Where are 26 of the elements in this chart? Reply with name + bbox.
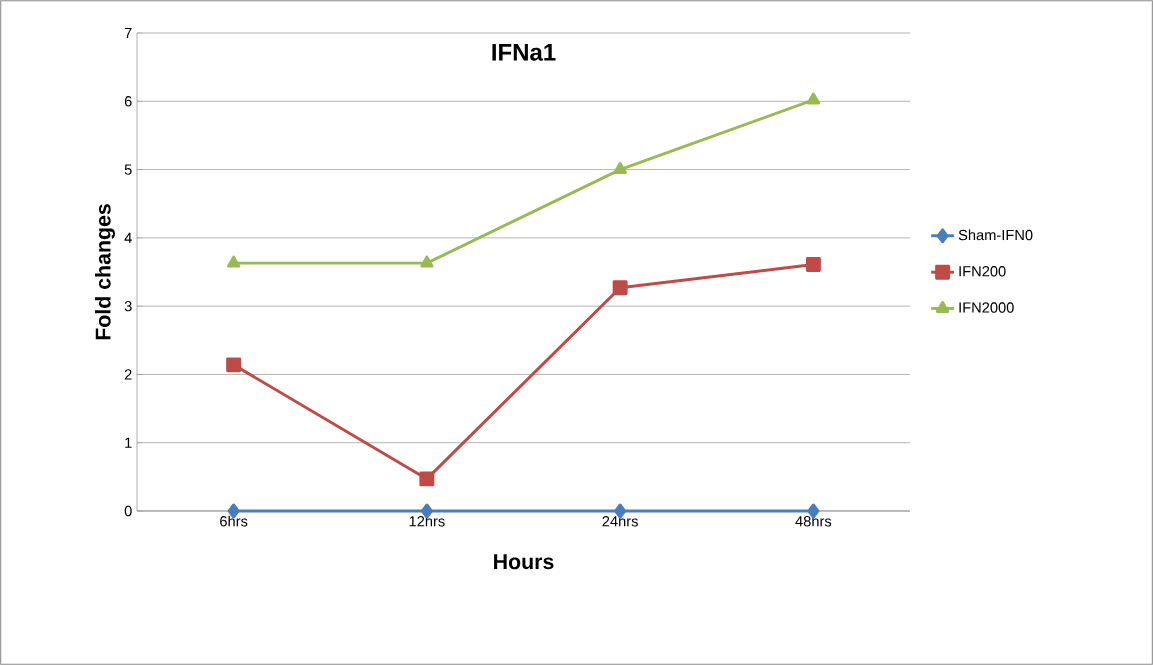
- x-axis-title: Hours: [494, 554, 554, 570]
- point: [226, 357, 242, 373]
- point: [612, 280, 628, 296]
- point: [419, 471, 435, 487]
- chart-title: IFNa1: [492, 44, 556, 61]
- y-tick-label: 5: [124, 164, 132, 175]
- point: [613, 162, 627, 175]
- y-tick-label: 7: [124, 27, 132, 39]
- y-tick-label: 1: [125, 437, 132, 448]
- x-tick-label: 6hrs: [220, 515, 248, 527]
- legend-label: IFN200: [959, 266, 1006, 277]
- point: [226, 255, 241, 268]
- point: [805, 257, 821, 272]
- y-tick-label: 6: [124, 96, 132, 107]
- x-tick-label: 12hrs: [409, 515, 445, 527]
- y-tick-label: 0: [124, 505, 132, 517]
- point: [420, 255, 434, 268]
- x-tick-label: 48hrs: [795, 515, 832, 527]
- x-tick-label: 24hrs: [602, 515, 638, 527]
- legend-label: Sham-IFN0: [958, 229, 1033, 241]
- y-tick-label: 2: [124, 369, 132, 380]
- point: [806, 92, 821, 105]
- legend-label: IFN2000: [959, 302, 1014, 313]
- y-axis-title: Fold changes: [95, 204, 115, 340]
- y-tick-label: 3: [124, 300, 132, 312]
- y-tick-label: 4: [124, 232, 132, 243]
